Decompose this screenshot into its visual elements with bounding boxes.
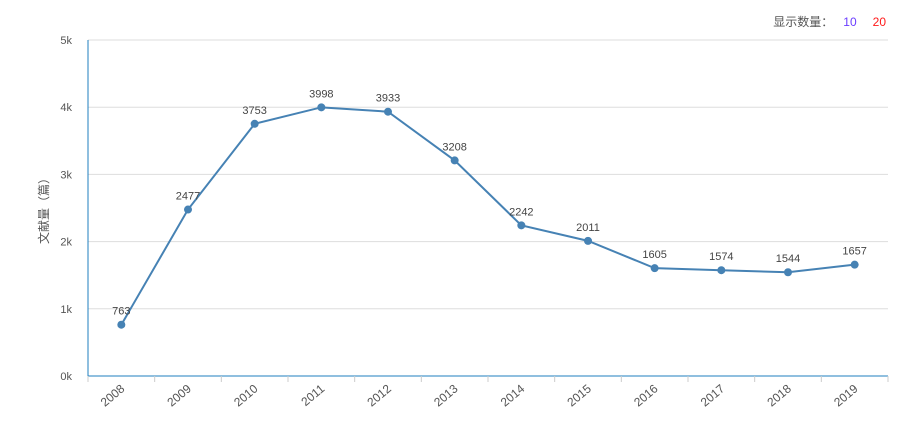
data-label: 3933 — [376, 93, 400, 105]
x-tick-label: 2018 — [764, 381, 794, 409]
option-20[interactable]: 20 — [872, 15, 886, 29]
data-point — [850, 260, 859, 269]
data-label: 3753 — [242, 105, 266, 117]
y-tick-label: 0k — [60, 371, 72, 383]
y-tick-label: 4k — [60, 102, 72, 114]
data-label: 1544 — [776, 253, 800, 265]
x-tick-label: 2009 — [164, 381, 194, 409]
data-point — [450, 156, 459, 165]
display-count-label: 显示数量： — [773, 15, 834, 29]
x-tick-label: 2010 — [231, 381, 261, 409]
data-point — [384, 107, 392, 116]
option-10[interactable]: 10 — [843, 15, 857, 29]
x-tick-label: 2019 — [831, 381, 861, 409]
data-label: 1605 — [642, 249, 666, 261]
y-tick-label: 2k — [60, 237, 72, 249]
data-label: 3998 — [309, 88, 333, 100]
y-tick-label: 5k — [60, 35, 72, 47]
y-axis-title: 文献量（篇） — [36, 172, 51, 244]
x-tick-label: 2016 — [631, 381, 661, 409]
x-tick-label: 2011 — [298, 381, 327, 409]
data-point — [517, 221, 526, 230]
data-point — [717, 266, 726, 275]
y-tick-label: 1k — [60, 304, 72, 316]
x-tick-label: 2014 — [498, 381, 528, 409]
data-point — [584, 236, 592, 245]
series-line — [120, 106, 855, 326]
data-label: 1657 — [842, 246, 866, 258]
data-point — [250, 119, 259, 128]
x-tick-label: 2015 — [564, 381, 594, 409]
data-point — [784, 268, 792, 277]
data-point — [117, 320, 126, 329]
x-tick-label: 2017 — [698, 381, 728, 409]
data-label: 3208 — [442, 141, 466, 153]
data-point — [650, 264, 659, 273]
y-tick-label: 3k — [60, 169, 72, 181]
data-label: 2242 — [509, 206, 533, 218]
data-point — [317, 103, 326, 112]
data-label: 1574 — [709, 251, 733, 263]
data-label: 2011 — [576, 222, 600, 234]
data-point — [184, 205, 192, 214]
x-tick-label: 2008 — [98, 381, 128, 409]
data-label: 763 — [112, 306, 130, 318]
x-tick-label: 2012 — [364, 381, 394, 409]
display-count-control: 显示数量： 10 20 — [773, 13, 886, 30]
data-label: 2477 — [176, 191, 200, 203]
x-tick-label: 2013 — [431, 381, 461, 409]
